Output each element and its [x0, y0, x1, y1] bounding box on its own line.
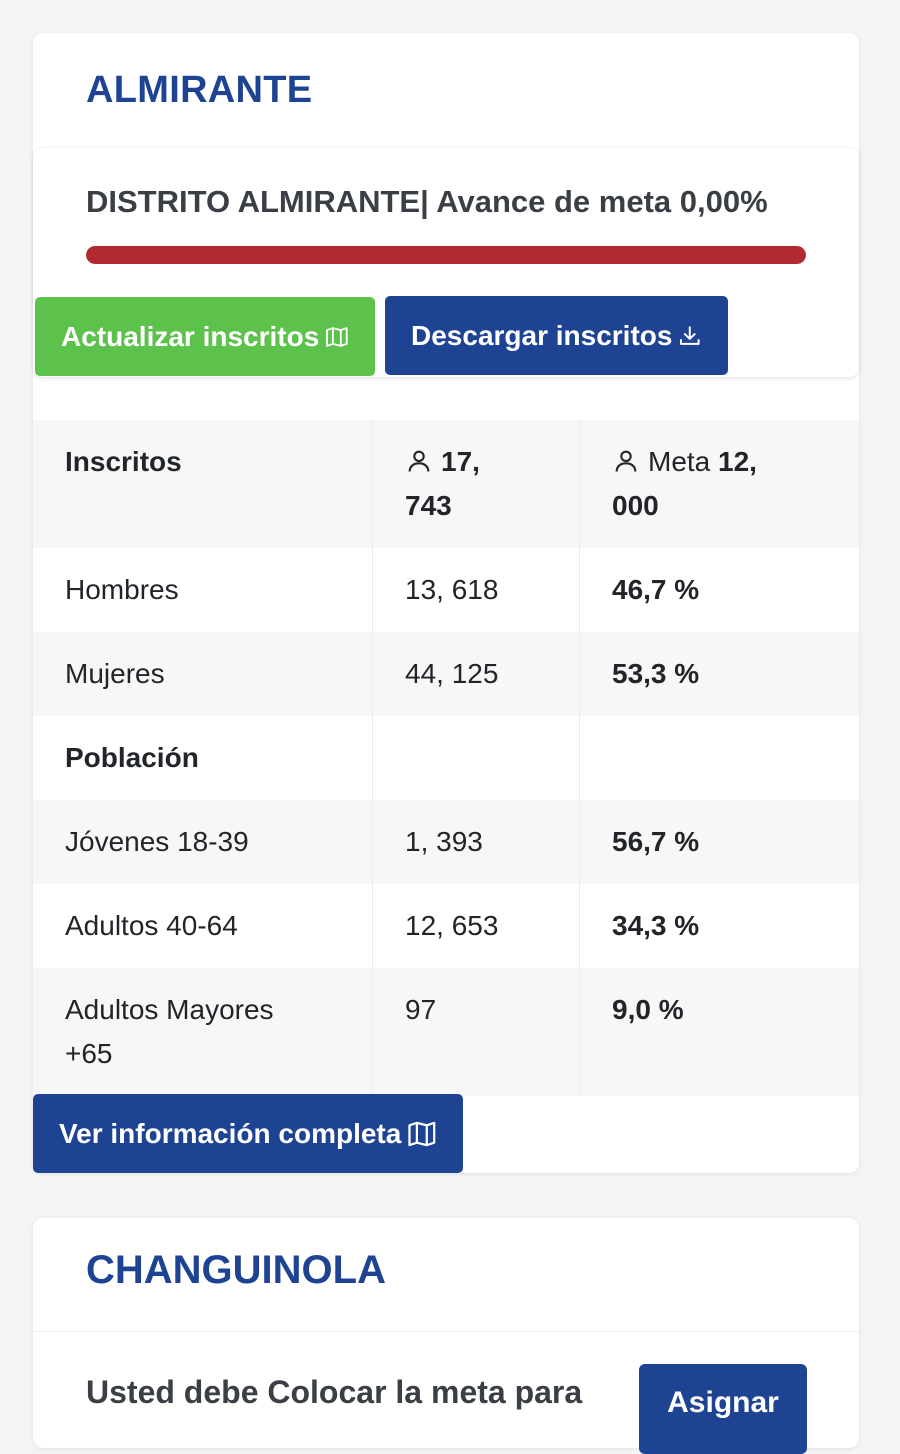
row-value: 12, 653 — [372, 884, 580, 968]
row-label: Adultos 40-64 — [33, 884, 373, 968]
row-percent: 53,3 % — [579, 632, 859, 716]
assign-goal-button[interactable]: Asignar — [639, 1364, 807, 1454]
header-label: Inscritos — [33, 420, 373, 548]
district-title: CHANGUINOLA — [86, 1248, 386, 1292]
download-icon — [680, 325, 701, 345]
section-empty — [372, 716, 580, 800]
goal-message: Usted debe Colocar la meta para — [86, 1374, 583, 1410]
row-value: 1, 393 — [372, 800, 580, 884]
progress-bar — [86, 246, 806, 264]
map-icon — [326, 326, 348, 347]
section-empty — [579, 716, 859, 800]
map-icon — [408, 1121, 436, 1146]
row-label: Hombres — [33, 548, 373, 632]
progress-title: DISTRITO ALMIRANTE| Avance de meta 0,00% — [86, 184, 768, 219]
download-enrolled-button[interactable]: Descargar inscritos — [385, 296, 728, 375]
update-enrolled-label: Actualizar inscritos — [61, 320, 320, 352]
table-row: Adultos Mayores +65 97 9,0 % — [33, 968, 859, 1096]
enrollment-table: Inscritos 17, 743 Meta 12, 000 Hombres 13,… — [33, 420, 859, 1096]
progress-panel: DISTRITO ALMIRANTE| Avance de meta 0,00%… — [33, 148, 859, 377]
update-enrolled-button[interactable]: Actualizar inscritos — [35, 297, 375, 376]
download-enrolled-label: Descargar inscritos — [411, 319, 673, 351]
row-percent: 34,3 % — [579, 884, 859, 968]
row-value: 13, 618 — [372, 548, 580, 632]
table-header-row: Inscritos 17, 743 Meta 12, 000 — [33, 420, 859, 548]
table-row: Mujeres 44, 125 53,3 % — [33, 632, 859, 716]
row-percent: 46,7 % — [579, 548, 859, 632]
table-row: Jóvenes 18-39 1, 393 56,7 % — [33, 800, 859, 884]
divider — [33, 1331, 859, 1332]
progress-bar-fill — [86, 246, 806, 264]
assign-goal-label: Asignar — [667, 1386, 779, 1419]
row-label: Mujeres — [33, 632, 373, 716]
person-icon — [615, 450, 637, 472]
district-card-almirante: ALMIRANTE DISTRITO ALMIRANTE| Avance de … — [33, 33, 859, 1173]
row-value: 97 — [372, 968, 580, 1096]
person-icon — [408, 450, 430, 472]
view-full-info-label: Ver información completa — [59, 1117, 402, 1149]
row-percent: 56,7 % — [579, 800, 859, 884]
row-percent: 9,0 % — [579, 968, 859, 1096]
section-row: Población — [33, 716, 859, 800]
district-card-changuinola: CHANGUINOLA Usted debe Colocar la meta p… — [33, 1218, 859, 1454]
row-label: Adultos Mayores +65 — [33, 968, 373, 1096]
district-title: ALMIRANTE — [86, 69, 313, 111]
row-value: 44, 125 — [372, 632, 580, 716]
header-goal: Meta 12, 000 — [579, 420, 859, 548]
row-label: Jóvenes 18-39 — [33, 800, 373, 884]
header-total: 17, 743 — [372, 420, 580, 548]
view-full-info-button[interactable]: Ver información completa — [33, 1094, 463, 1173]
table-row: Adultos 40-64 12, 653 34,3 % — [33, 884, 859, 968]
table-row: Hombres 13, 618 46,7 % — [33, 548, 859, 632]
section-label: Población — [33, 716, 373, 800]
